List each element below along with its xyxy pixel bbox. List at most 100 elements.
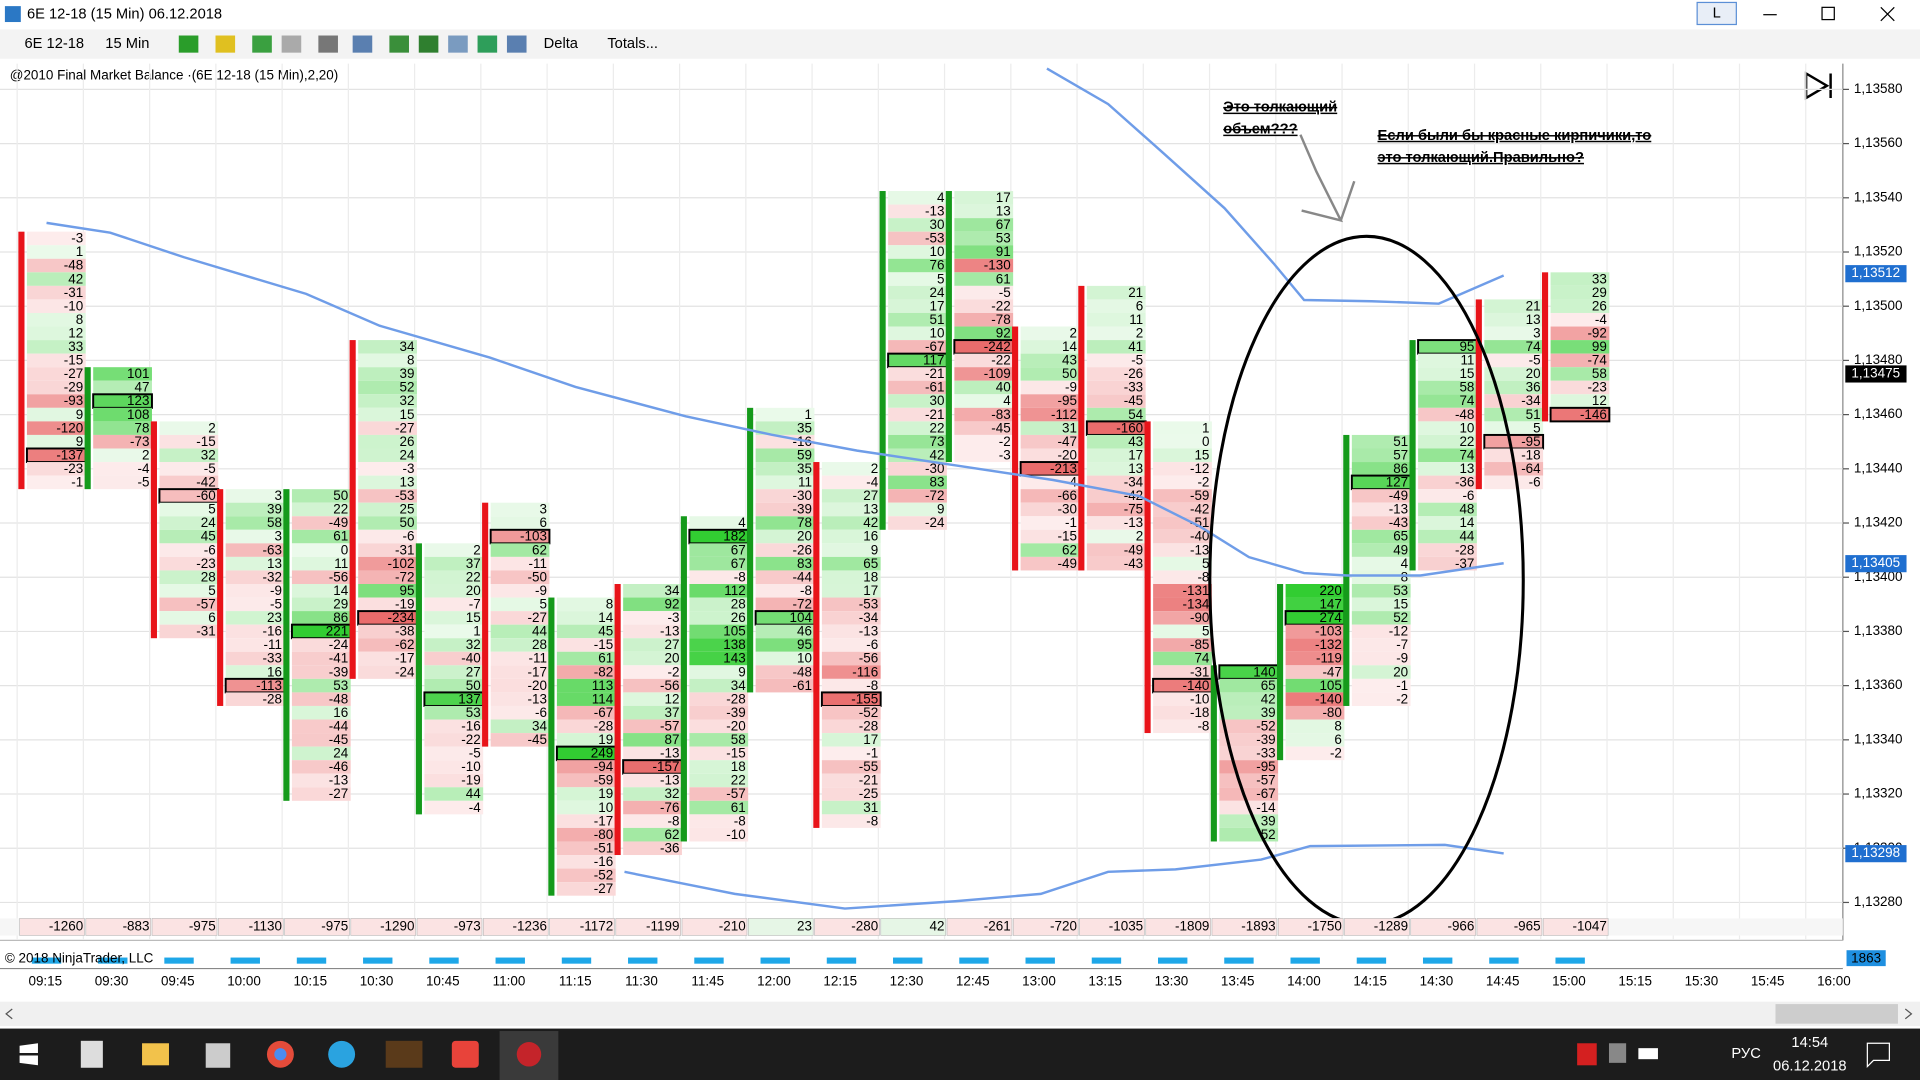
cell-value: -4 xyxy=(1595,312,1607,327)
total-cell xyxy=(1476,918,1543,936)
cell xyxy=(954,245,1014,259)
cell-value: -47 xyxy=(1057,434,1076,449)
volume-bar xyxy=(694,957,724,964)
cell xyxy=(755,570,815,584)
cell xyxy=(26,380,86,395)
cell-value: -33 xyxy=(1256,746,1275,761)
cell-value: 0 xyxy=(341,542,348,557)
cell-value: -46 xyxy=(329,759,348,774)
cell-value: -39 xyxy=(793,502,812,517)
cell xyxy=(821,475,881,490)
cell xyxy=(1020,380,1080,395)
volume-bar xyxy=(31,957,62,964)
cell xyxy=(1153,502,1212,517)
candle-bar xyxy=(813,462,820,828)
cell xyxy=(821,638,881,652)
language-indicator[interactable]: РУС xyxy=(1731,1046,1761,1062)
cell-value: -8 xyxy=(668,813,680,828)
cell xyxy=(1086,367,1146,381)
cell xyxy=(556,651,616,666)
clock-time[interactable]: 14:54 xyxy=(1791,1035,1828,1051)
cell xyxy=(755,489,815,503)
interval-selector[interactable]: 15 Min xyxy=(105,36,149,52)
clock-date[interactable]: 06.12.2018 xyxy=(1773,1058,1847,1074)
cell-value: -10 xyxy=(461,759,480,774)
volume-bar xyxy=(561,957,592,964)
cell-value: 52 xyxy=(1261,827,1276,842)
maximize[interactable] xyxy=(1821,6,1835,21)
total-value: -1172 xyxy=(580,919,613,934)
cell xyxy=(1153,434,1212,449)
cell xyxy=(225,692,285,706)
instrument-selector[interactable]: 6E 12-18 xyxy=(24,36,84,52)
cell-value: 10 xyxy=(1459,420,1474,435)
cell-value: 2 xyxy=(1136,325,1143,340)
cell xyxy=(954,285,1014,300)
cell xyxy=(954,394,1014,408)
cell-value: 8 xyxy=(606,597,613,612)
cell-value: -90 xyxy=(1190,610,1209,625)
cell xyxy=(358,407,417,422)
cell xyxy=(1153,692,1212,706)
cell-value: 37 xyxy=(665,705,680,720)
cell xyxy=(689,733,749,747)
cell-value: -6 xyxy=(866,637,878,652)
total-value: -210 xyxy=(719,919,746,934)
cell-value: -27 xyxy=(395,420,414,435)
cell-value: 52 xyxy=(400,380,415,395)
cell-value: -5 xyxy=(469,746,481,761)
cell-value: 48 xyxy=(1459,502,1474,517)
cell xyxy=(888,462,947,476)
cell-value: -31 xyxy=(1190,664,1209,679)
totals-menu[interactable]: Totals... xyxy=(607,36,658,52)
volume-bar xyxy=(1356,957,1387,964)
cell xyxy=(291,543,351,557)
cell xyxy=(26,299,86,313)
cell-value: 37 xyxy=(466,556,481,571)
cell-value: -22 xyxy=(991,298,1010,313)
cell-value: -85 xyxy=(1190,637,1209,652)
scroll-thumb[interactable] xyxy=(1775,1004,1898,1024)
volume-bar xyxy=(429,957,459,964)
cell-value: 50 xyxy=(333,488,348,503)
close[interactable] xyxy=(1880,6,1895,22)
scrollbar[interactable] xyxy=(0,1001,1920,1027)
cell-value: -62 xyxy=(395,637,414,652)
scroll-arrows[interactable] xyxy=(5,1008,1913,1020)
cell xyxy=(1285,733,1345,747)
cell-value: -53 xyxy=(859,597,878,612)
cell xyxy=(556,624,616,639)
cell-value: -94 xyxy=(594,759,614,774)
cell xyxy=(1550,272,1610,286)
volume-bar xyxy=(1224,957,1254,964)
cell xyxy=(1086,285,1146,300)
cell xyxy=(159,448,219,463)
cell-value: 33 xyxy=(68,339,83,354)
cell-value: -140 xyxy=(1182,678,1209,693)
total-cell xyxy=(284,918,350,936)
cell-value: 17 xyxy=(929,298,944,313)
copyright: © 2018 NinjaTrader, LLC xyxy=(5,950,154,965)
cell xyxy=(821,543,881,557)
cell xyxy=(623,827,682,842)
cell-value: -67 xyxy=(594,705,613,720)
cell-value: 42 xyxy=(863,515,878,530)
cell-value: 114 xyxy=(592,691,614,706)
cell-value: 1 xyxy=(473,624,480,639)
cell xyxy=(821,597,881,612)
cell xyxy=(1020,502,1080,517)
time-label: 09:45 xyxy=(161,974,195,989)
cell-value: 67 xyxy=(996,217,1011,232)
cell xyxy=(1153,570,1212,584)
delta-menu[interactable]: Delta xyxy=(544,36,579,52)
price-label: 1,13520 xyxy=(1854,244,1903,259)
cell-value: -18 xyxy=(1521,447,1540,462)
taskbar-icons[interactable] xyxy=(19,1031,1890,1080)
cell-value: 9 xyxy=(738,664,745,679)
cell-value: -72 xyxy=(793,597,812,612)
cell-value: 51 xyxy=(1393,434,1408,449)
cell-value: -146 xyxy=(1580,407,1607,422)
cell-value: 34 xyxy=(731,678,746,693)
link-button[interactable] xyxy=(1696,1,1737,26)
toolbar-icons xyxy=(178,35,527,53)
